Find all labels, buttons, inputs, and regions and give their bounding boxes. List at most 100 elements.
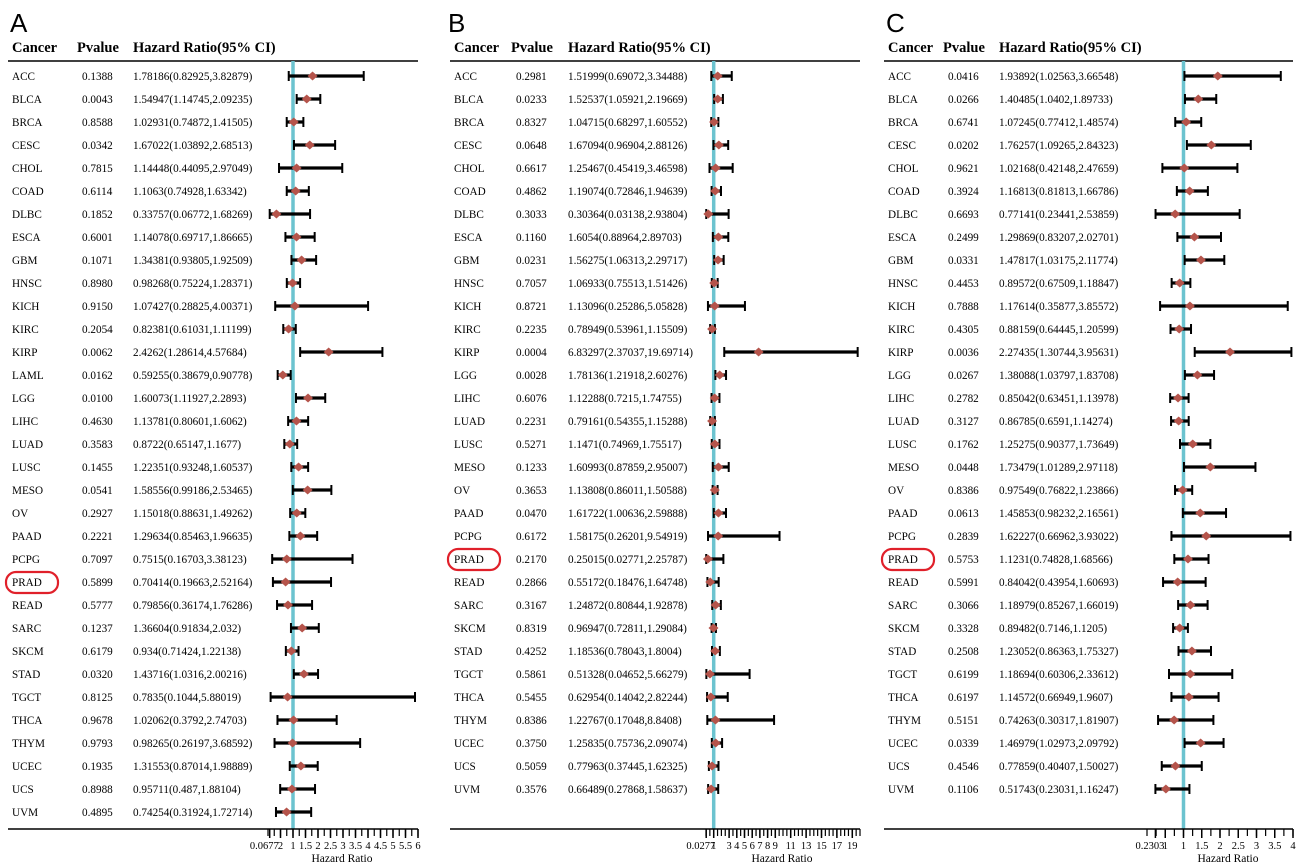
forest-panel-c: C Cancer Pvalue Hazard Ratio(95% CI) ACC 0.04…: [880, 8, 1296, 865]
hazard-ratio-point: [288, 715, 299, 725]
row-hazard-ratio: 1.18694(0.60306,2.33612): [999, 669, 1119, 681]
x-axis-tick-label: 3.5: [349, 841, 362, 852]
x-axis-tick-label: 0.0677: [250, 841, 279, 852]
row-cancer-label: SARC: [454, 600, 483, 612]
row-cancer-label: KICH: [454, 301, 481, 313]
hazard-ratio-point: [286, 784, 297, 794]
hazard-ratio-point: [710, 186, 721, 196]
row-hazard-ratio: 0.70414(0.19663,2.52164): [133, 577, 253, 589]
hazard-ratio-point: [1170, 209, 1181, 219]
row-cancer-label: UCEC: [888, 738, 918, 750]
row-hazard-ratio: 0.30364(0.03138,2.93804): [568, 209, 688, 221]
row-pvalue: 0.0416: [948, 71, 979, 83]
row-hazard-ratio: 1.46979(1.02973,2.09792): [999, 738, 1119, 750]
row-hazard-ratio: 1.31553(0.87014,1.98889): [133, 761, 253, 773]
row-hazard-ratio: 1.13808(0.86011,1.50588): [568, 485, 687, 497]
x-axis-tick-label: 4: [1290, 841, 1296, 852]
row-pvalue: 0.3167: [516, 600, 547, 612]
hazard-ratio-point: [713, 508, 724, 518]
row-hazard-ratio: 0.62954(0.14042,2.82244): [568, 692, 688, 704]
row-cancer-label: STAD: [454, 646, 482, 658]
row-pvalue: 0.8319: [516, 623, 547, 635]
row-cancer-label: UCEC: [12, 761, 42, 773]
hazard-ratio-point: [298, 669, 309, 679]
row-cancer-label: LUSC: [888, 439, 917, 451]
row-pvalue: 0.8588: [82, 117, 113, 129]
row-pvalue: 0.0036: [948, 347, 979, 359]
row-hazard-ratio: 1.67022(1.03892,2.68513): [133, 140, 253, 152]
x-axis-tick-label: 9: [773, 841, 778, 852]
x-axis-label: Hazard Ratio: [1198, 853, 1259, 865]
row-hazard-ratio: 1.17614(0.35877,3.85572): [999, 301, 1119, 313]
row-pvalue: 0.1160: [516, 232, 547, 244]
row-pvalue: 0.0028: [516, 370, 547, 382]
hazard-ratio-point: [301, 94, 312, 104]
hazard-ratio-point: [1185, 600, 1196, 610]
row-hazard-ratio: 0.74263(0.30317,1.81907): [999, 715, 1119, 727]
row-pvalue: 0.3576: [516, 784, 547, 796]
hazard-ratio-point: [1184, 301, 1195, 311]
row-cancer-label: KICH: [12, 301, 39, 313]
hazard-ratio-point: [280, 577, 291, 587]
row-cancer-label: THYM: [454, 715, 487, 727]
hazard-ratio-point: [707, 416, 718, 426]
row-pvalue: 0.4862: [516, 186, 547, 198]
row-hazard-ratio: 1.29869(0.83207,2.02701): [999, 232, 1119, 244]
row-pvalue: 0.9678: [82, 715, 113, 727]
column-header-pvalue: Pvalue: [943, 40, 985, 56]
column-header-hazard-ratio: Hazard Ratio(95% CI): [133, 40, 276, 56]
row-hazard-ratio: 0.66489(0.27868,1.58637): [568, 784, 688, 796]
row-cancer-label: LGG: [454, 370, 477, 382]
row-pvalue: 0.0062: [82, 347, 113, 359]
row-pvalue: 0.5151: [948, 715, 979, 727]
column-header-cancer: Cancer: [12, 40, 58, 56]
row-cancer-label: DLBC: [454, 209, 484, 221]
hazard-ratio-point: [1187, 439, 1198, 449]
row-pvalue: 0.8988: [82, 784, 113, 796]
row-hazard-ratio: 1.62227(0.66962,3.93022): [999, 531, 1119, 543]
row-pvalue: 0.4453: [948, 278, 979, 290]
row-pvalue: 0.0004: [516, 347, 547, 359]
hazard-ratio-point: [1193, 94, 1204, 104]
row-pvalue: 0.2981: [516, 71, 547, 83]
hazard-ratio-point: [710, 163, 721, 173]
hazard-ratio-point: [709, 485, 720, 495]
row-cancer-label: PCPG: [12, 554, 40, 566]
row-hazard-ratio: 1.78136(1.21918,2.60276): [568, 370, 688, 382]
hazard-ratio-point: [1173, 416, 1184, 426]
row-hazard-ratio: 0.95711(0.487,1.88104): [133, 784, 241, 796]
row-pvalue: 0.7057: [516, 278, 547, 290]
row-hazard-ratio: 0.55172(0.18476,1.64748): [568, 577, 688, 589]
row-cancer-label: KIRP: [454, 347, 480, 359]
row-cancer-label: SARC: [888, 600, 917, 612]
x-axis-tick-label: 2: [1217, 841, 1222, 852]
hazard-ratio-point: [282, 600, 293, 610]
hazard-ratio-point: [281, 807, 292, 817]
row-cancer-label: BRCA: [888, 117, 918, 129]
row-cancer-label: READ: [454, 577, 484, 589]
row-pvalue: 0.8327: [516, 117, 547, 129]
row-pvalue: 0.6617: [516, 163, 547, 175]
row-hazard-ratio: 0.88159(0.64445,1.20599): [999, 324, 1119, 336]
row-cancer-label: THYM: [12, 738, 45, 750]
hazard-ratio-point: [277, 370, 288, 380]
hazard-ratio-point: [713, 232, 724, 242]
hazard-ratio-point: [703, 209, 714, 219]
x-axis-tick-label: 1.5: [1195, 841, 1208, 852]
row-pvalue: 0.1852: [82, 209, 113, 221]
row-cancer-label: SKCM: [454, 623, 486, 635]
row-pvalue: 0.3127: [948, 416, 979, 428]
row-pvalue: 0.5899: [82, 577, 113, 589]
row-pvalue: 0.1455: [82, 462, 113, 474]
row-pvalue: 0.0541: [82, 485, 113, 497]
hazard-ratio-point: [1174, 623, 1185, 633]
row-pvalue: 0.1388: [82, 71, 113, 83]
row-cancer-label: LIHC: [454, 393, 480, 405]
hazard-ratio-point: [291, 416, 302, 426]
hazard-ratio-point: [289, 301, 300, 311]
row-cancer-label: ACC: [888, 71, 911, 83]
hazard-ratio-point: [1225, 347, 1236, 357]
row-cancer-label: LIHC: [12, 416, 38, 428]
row-pvalue: 0.0266: [948, 94, 979, 106]
